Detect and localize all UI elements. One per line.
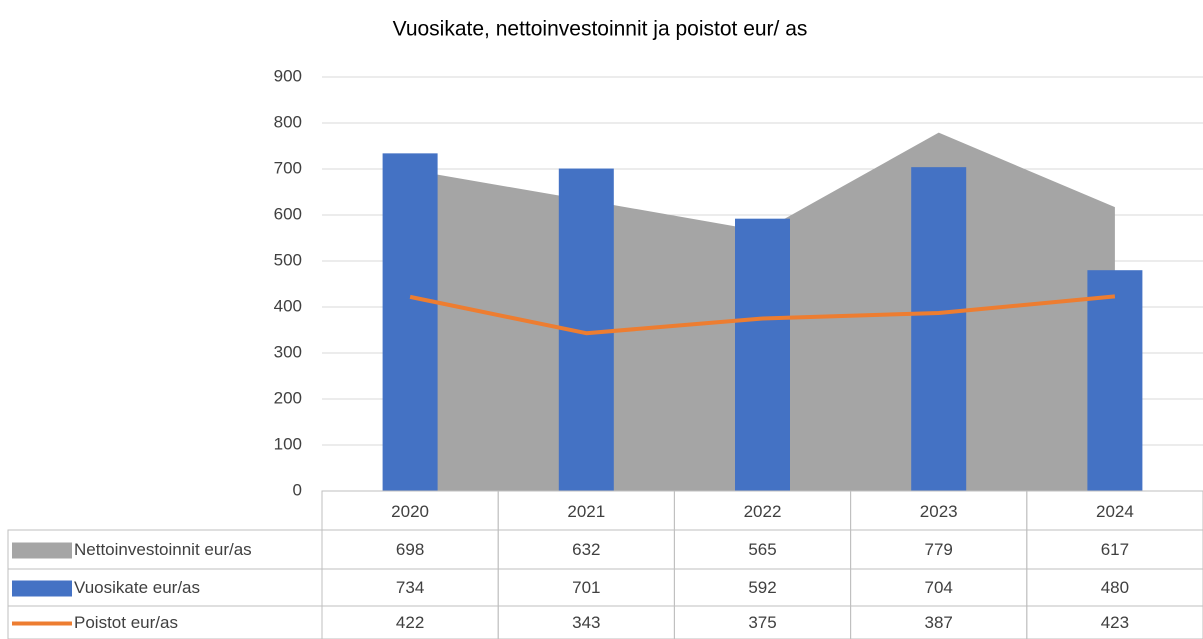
y-tick-label: 100 bbox=[274, 434, 302, 453]
y-tick-label: 400 bbox=[274, 296, 302, 315]
legend-label: Nettoinvestoinnit eur/as bbox=[74, 540, 252, 559]
x-tick-label: 2020 bbox=[391, 502, 429, 521]
bar bbox=[1087, 270, 1143, 491]
y-tick-label: 200 bbox=[274, 388, 302, 407]
chart-title: Vuosikate, nettoinvestoinnit ja poistot … bbox=[393, 18, 808, 41]
table-value: 704 bbox=[925, 578, 953, 597]
y-tick-label: 700 bbox=[274, 158, 302, 177]
table-value: 734 bbox=[396, 578, 424, 597]
bar bbox=[911, 167, 967, 491]
y-tick-label: 900 bbox=[274, 66, 302, 85]
line bbox=[409, 294, 1116, 336]
y-tick-label: 500 bbox=[274, 250, 302, 269]
y-tick-label: 0 bbox=[293, 480, 302, 499]
legend-key bbox=[12, 542, 72, 559]
y-tick-label: 800 bbox=[274, 112, 302, 131]
table-value: 698 bbox=[396, 540, 424, 559]
table-value: 387 bbox=[925, 613, 953, 632]
table-value: 422 bbox=[396, 613, 424, 632]
table-value: 565 bbox=[748, 540, 776, 559]
table-value: 779 bbox=[925, 540, 953, 559]
x-tick-label: 2021 bbox=[567, 502, 605, 521]
table-value: 701 bbox=[572, 578, 600, 597]
table-value: 632 bbox=[572, 540, 600, 559]
x-tick-label: 2023 bbox=[920, 502, 958, 521]
y-tick-label: 300 bbox=[274, 342, 302, 361]
table-cell bbox=[1026, 605, 1203, 639]
x-tick-label: 2024 bbox=[1096, 502, 1134, 521]
y-tick-label: 600 bbox=[274, 204, 302, 223]
legend-key bbox=[12, 580, 72, 597]
table-value: 423 bbox=[1101, 613, 1129, 632]
table-value: 480 bbox=[1101, 578, 1129, 597]
legend-label: Vuosikate eur/as bbox=[74, 578, 200, 597]
bar bbox=[735, 218, 790, 491]
legend-label: Poistot eur/as bbox=[74, 613, 178, 632]
bar bbox=[382, 153, 438, 492]
table-value: 343 bbox=[572, 613, 600, 632]
table-value: 592 bbox=[748, 578, 776, 597]
table-value: 617 bbox=[1101, 540, 1129, 559]
x-tick-label: 2022 bbox=[744, 502, 782, 521]
table-value: 375 bbox=[748, 613, 776, 632]
